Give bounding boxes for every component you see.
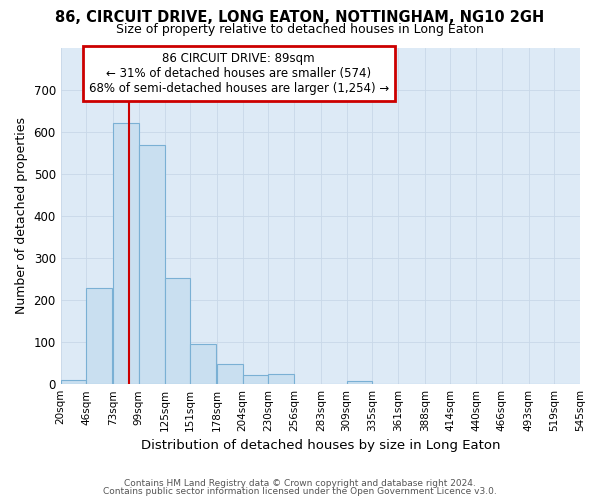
Bar	[139, 145, 164, 384]
Text: Contains HM Land Registry data © Crown copyright and database right 2024.: Contains HM Land Registry data © Crown c…	[124, 478, 476, 488]
Bar	[347, 381, 372, 384]
Bar	[113, 124, 139, 384]
Bar	[61, 380, 86, 384]
Bar	[242, 375, 268, 384]
Y-axis label: Number of detached properties: Number of detached properties	[15, 118, 28, 314]
Bar	[164, 278, 190, 384]
Bar	[217, 364, 242, 384]
Text: Contains public sector information licensed under the Open Government Licence v3: Contains public sector information licen…	[103, 487, 497, 496]
X-axis label: Distribution of detached houses by size in Long Eaton: Distribution of detached houses by size …	[140, 440, 500, 452]
Bar	[190, 344, 216, 384]
Bar	[268, 374, 294, 384]
Bar	[86, 288, 112, 384]
Text: 86 CIRCUIT DRIVE: 89sqm
← 31% of detached houses are smaller (574)
68% of semi-d: 86 CIRCUIT DRIVE: 89sqm ← 31% of detache…	[89, 52, 389, 94]
Text: Size of property relative to detached houses in Long Eaton: Size of property relative to detached ho…	[116, 22, 484, 36]
Text: 86, CIRCUIT DRIVE, LONG EATON, NOTTINGHAM, NG10 2GH: 86, CIRCUIT DRIVE, LONG EATON, NOTTINGHA…	[55, 10, 545, 25]
